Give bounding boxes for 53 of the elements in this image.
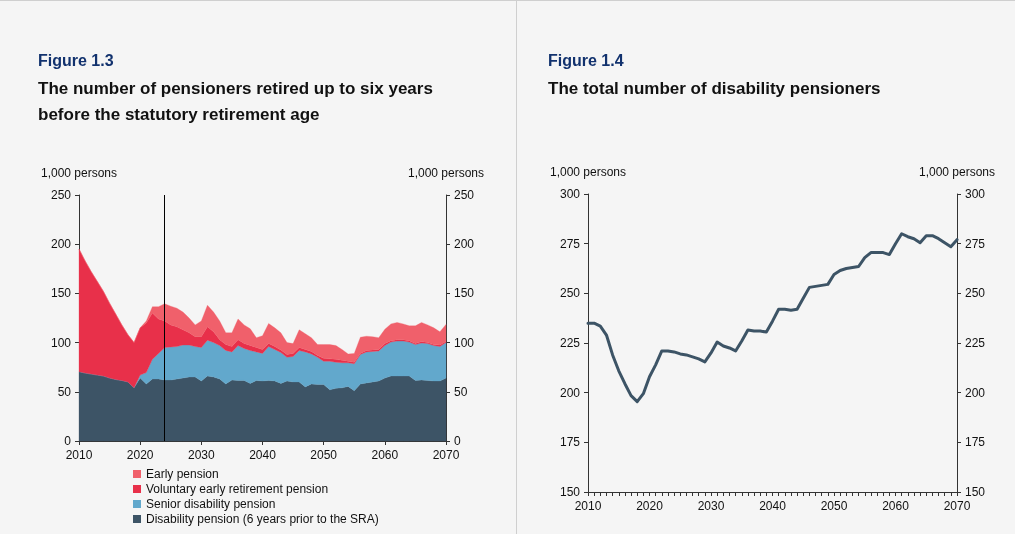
x-tick-label: 2020 bbox=[126, 448, 154, 462]
y2-tick-label: 0 bbox=[454, 434, 461, 448]
y2-tick-label: 50 bbox=[454, 384, 468, 399]
y-tick-label: 0 bbox=[64, 434, 72, 448]
y2-tick-label: 250 bbox=[454, 188, 475, 202]
x-tick-label: 2010 bbox=[574, 499, 602, 513]
y2-tick-label: 150 bbox=[454, 286, 475, 301]
chart-title: Figure 1.4 bbox=[548, 52, 624, 70]
y2-tick-label: 175 bbox=[965, 435, 986, 450]
line-series bbox=[586, 232, 959, 404]
y-axis-title: 1,000 persons bbox=[549, 165, 627, 179]
y-tick-label: 200 bbox=[50, 237, 72, 252]
y2-tick-label: 200 bbox=[965, 385, 986, 400]
x-tick-label: 2060 bbox=[371, 448, 399, 462]
y2-axis-title: 1,000 persons bbox=[407, 166, 485, 180]
y-tick-label: 175 bbox=[559, 435, 581, 450]
legend-label: Voluntary early retirement pension bbox=[146, 482, 329, 496]
chart-subtitle: The total number of disability pensioners bbox=[548, 78, 882, 100]
y2-axis-title: 1,000 persons bbox=[918, 165, 996, 179]
y2-tick-label: 225 bbox=[965, 336, 986, 350]
x-tick-label: 2040 bbox=[249, 448, 277, 462]
y-tick-label: 225 bbox=[559, 336, 581, 350]
legend-label: Disability pension (6 years prior to the SRA) bbox=[146, 512, 379, 526]
y-tick-label: 200 bbox=[559, 385, 581, 400]
x-tick-label: 2040 bbox=[759, 499, 787, 513]
legend-label: Early pension bbox=[146, 467, 219, 481]
y-tick-label: 150 bbox=[559, 485, 581, 499]
y-tick-label: 150 bbox=[50, 286, 72, 301]
y-tick-label: 275 bbox=[559, 236, 581, 251]
x-tick-label: 2050 bbox=[820, 499, 848, 513]
y-axis-title: 1,000 persons bbox=[40, 166, 118, 180]
y2-tick-label: 250 bbox=[965, 286, 986, 301]
legend-label: Senior disability pension bbox=[146, 497, 276, 511]
x-tick-label: 2030 bbox=[697, 499, 725, 513]
chart-subtitle: The number of pensioners retired up to six years before the statutory retirement age bbox=[38, 78, 434, 126]
x-tick-label: 2050 bbox=[310, 448, 338, 462]
y2-tick-label: 300 bbox=[965, 187, 986, 201]
y-tick-label: 250 bbox=[559, 286, 581, 301]
y2-tick-label: 100 bbox=[454, 335, 475, 350]
y-tick-label: 50 bbox=[57, 384, 72, 399]
x-tick-label: 2030 bbox=[187, 448, 215, 462]
x-tick-label: 2070 bbox=[432, 448, 460, 462]
y-tick-label: 300 bbox=[559, 187, 581, 201]
x-tick-label: 2020 bbox=[636, 499, 664, 513]
y2-tick-label: 275 bbox=[965, 236, 986, 251]
y-tick-label: 100 bbox=[50, 335, 72, 350]
y-tick-label: 250 bbox=[50, 188, 72, 202]
x-tick-label: 2060 bbox=[882, 499, 910, 513]
chart-title: Figure 1.3 bbox=[38, 52, 114, 70]
x-tick-label: 2010 bbox=[65, 448, 93, 462]
y2-tick-label: 150 bbox=[965, 485, 986, 499]
y2-tick-label: 200 bbox=[454, 237, 475, 252]
x-tick-label: 2070 bbox=[943, 499, 971, 513]
